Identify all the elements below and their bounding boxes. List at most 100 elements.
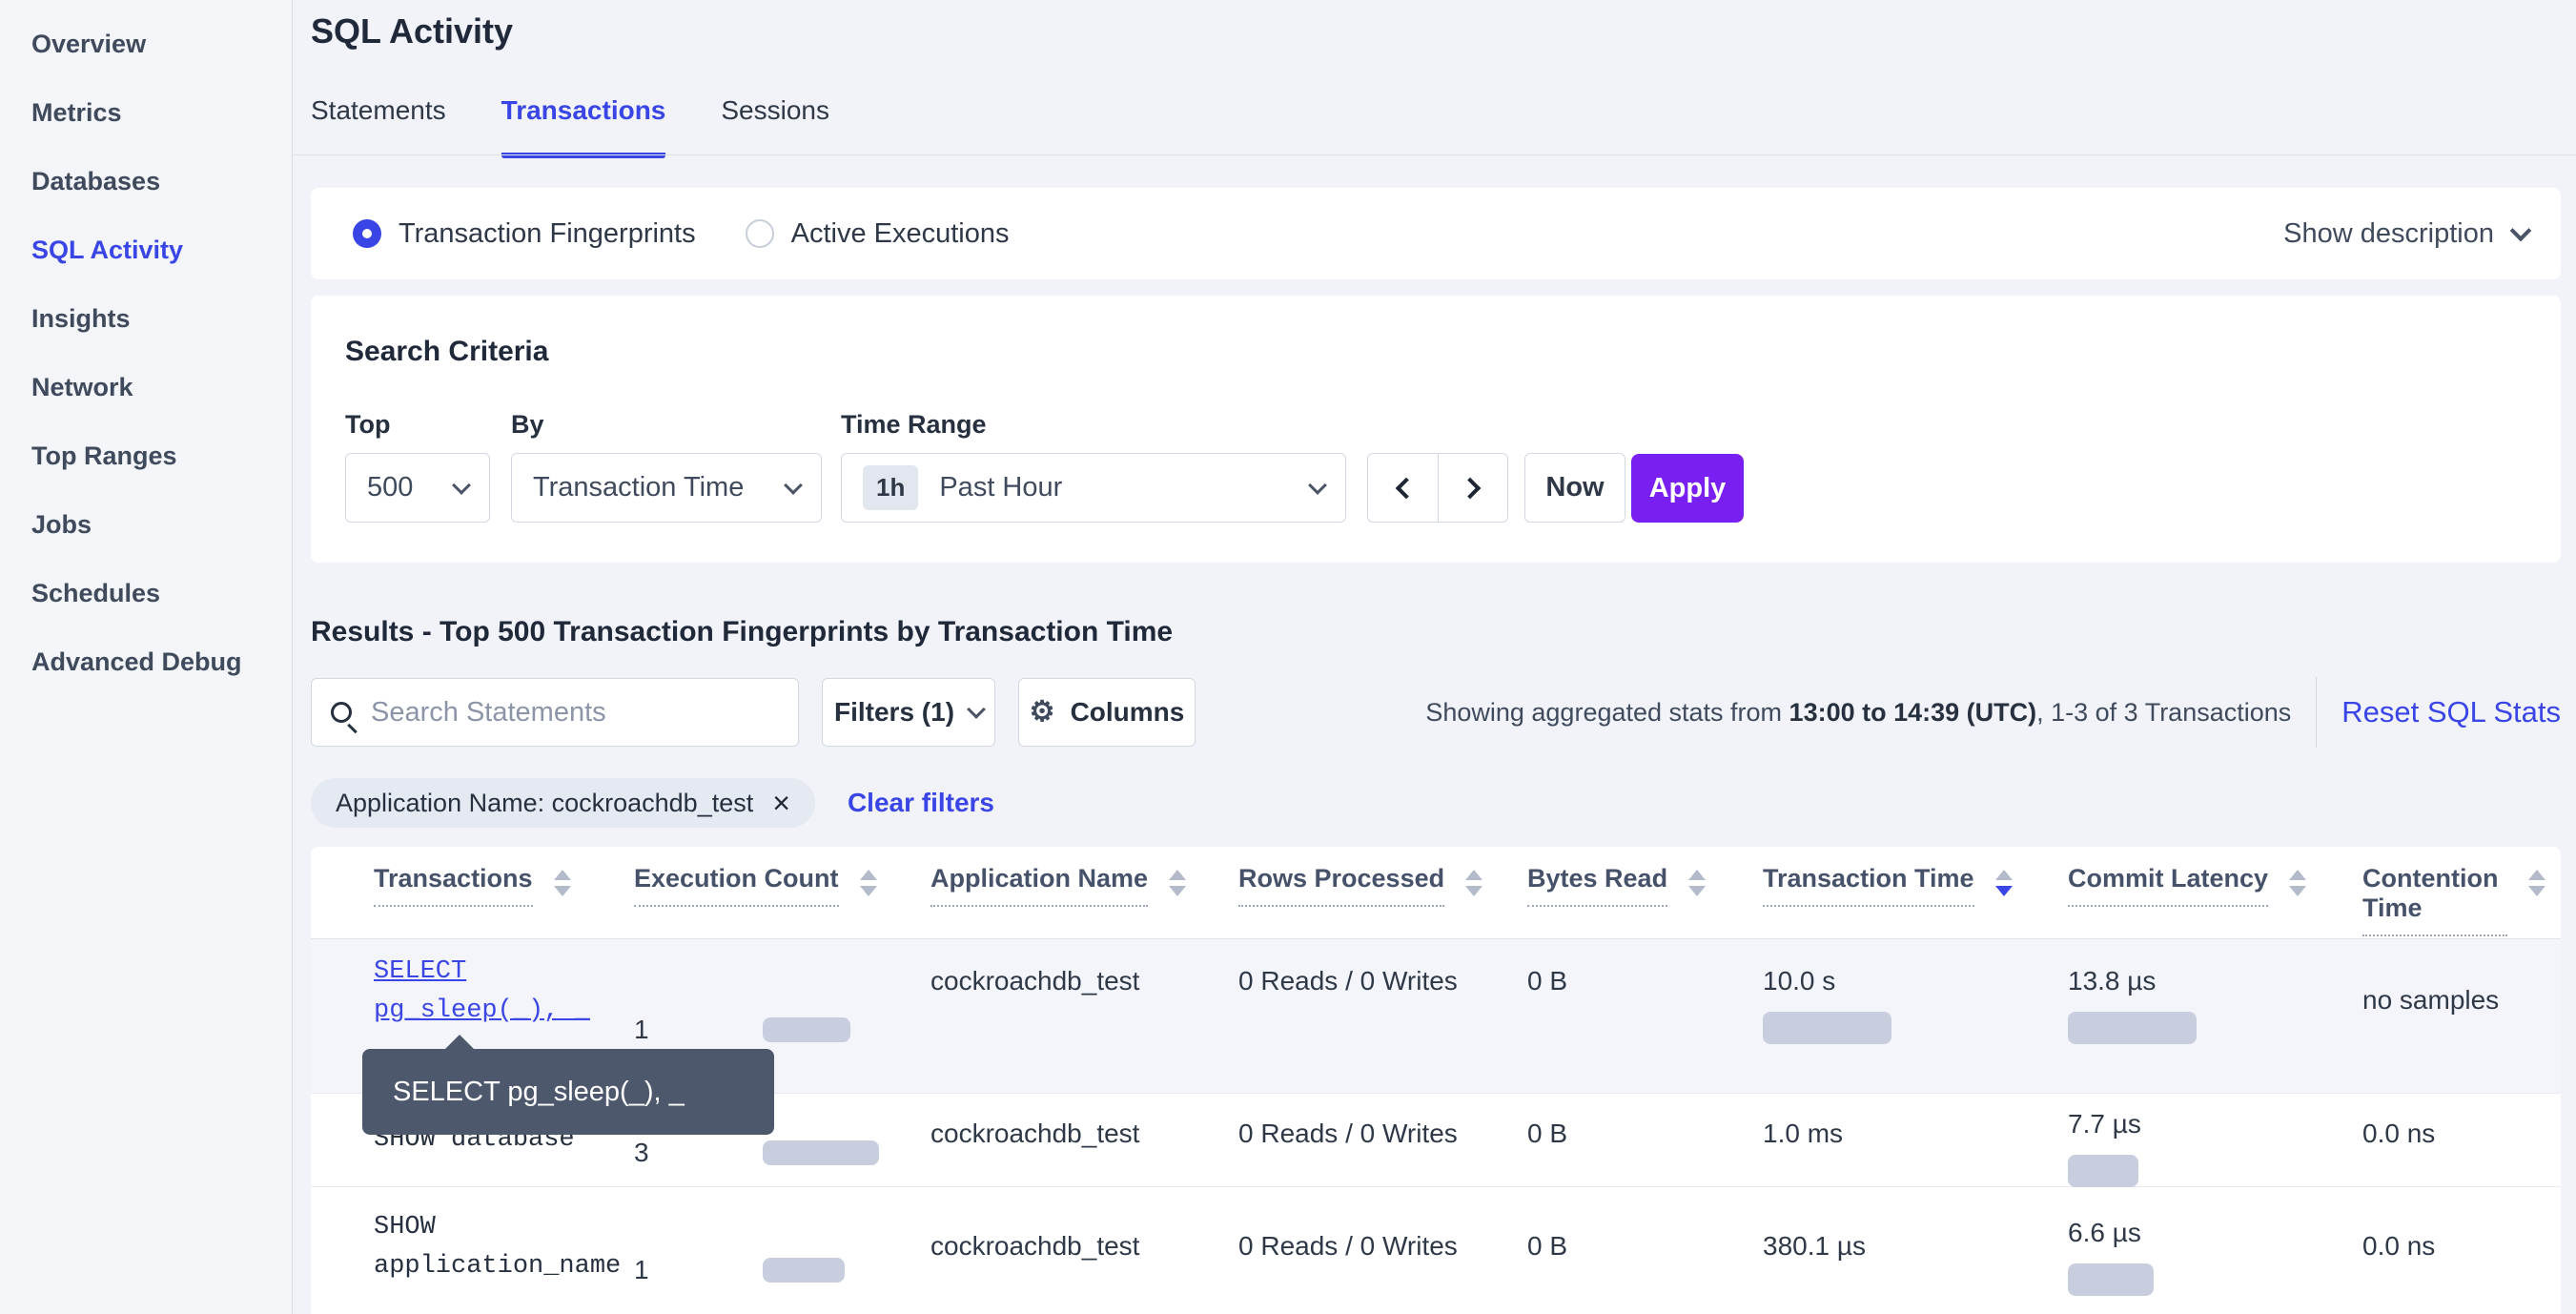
table-row: SHOW application_name 1 cockroachdb_test…: [311, 1187, 2561, 1309]
top-label: Top: [345, 410, 391, 439]
sidebar-item-insights[interactable]: Insights: [31, 303, 131, 333]
time-range-badge: 1h: [863, 465, 919, 510]
stats-time-range: 13:00 to 14:39 (UTC): [1789, 697, 2037, 727]
results-heading: Results - Top 500 Transaction Fingerprin…: [311, 616, 1174, 647]
sort-icons: [1169, 870, 1187, 896]
filters-label: Filters (1): [833, 697, 955, 727]
transaction-time-cell: 1.0 ms: [1763, 1119, 1844, 1148]
tab-divider: [293, 154, 2576, 155]
sidebar-item-advanced-debug[interactable]: Advanced Debug: [31, 647, 242, 676]
now-button[interactable]: Now: [1524, 453, 1625, 523]
tab-statements[interactable]: Statements: [311, 95, 446, 125]
by-label: By: [511, 410, 544, 439]
sidebar-item-top-ranges[interactable]: Top Ranges: [31, 441, 177, 470]
time-range-pager: [1367, 453, 1508, 523]
view-toggle-card: Transaction Fingerprints Active Executio…: [311, 188, 2561, 279]
sidebar-item-overview[interactable]: Overview: [31, 29, 147, 58]
filter-chip-application-name: Application Name: cockroachdb_test ×: [311, 778, 815, 828]
transaction-time-bar: [1763, 1012, 1891, 1044]
radio-transaction-fingerprints[interactable]: Transaction Fingerprints: [353, 218, 696, 250]
rows-processed-cell: 0 Reads / 0 Writes: [1238, 1231, 1458, 1261]
application-name-cell: cockroachdb_test: [930, 966, 1140, 996]
main-content: SQL Activity Statements Transactions Ses…: [293, 0, 2576, 1314]
tab-bar: Statements Transactions Sessions: [311, 95, 885, 158]
sidebar-item-jobs[interactable]: Jobs: [31, 509, 92, 539]
chevron-down-icon: [2509, 219, 2532, 242]
transaction-fingerprint-link[interactable]: SHOW application_name: [374, 1213, 622, 1281]
gear-icon: ⚙: [1029, 696, 1055, 728]
sidebar-item-sql-activity[interactable]: SQL Activity: [31, 235, 184, 264]
top-select[interactable]: 500: [345, 453, 490, 523]
chevron-down-icon: [1308, 475, 1327, 495]
column-header-contention-time[interactable]: Contention Time: [2362, 864, 2545, 938]
columns-button[interactable]: ⚙ Columns: [1018, 678, 1196, 747]
show-description-label: Show description: [2283, 217, 2494, 249]
column-header-transaction-time[interactable]: Transaction Time: [1763, 864, 2068, 938]
query-tooltip-text: SELECT pg_sleep(_), _: [393, 1076, 685, 1107]
page-title: SQL Activity: [311, 11, 514, 51]
top-select-value: 500: [367, 472, 414, 503]
column-header-execution-count[interactable]: Execution Count: [634, 864, 930, 938]
sidebar-item-network[interactable]: Network: [31, 372, 133, 401]
contention-time-cell: no samples: [2362, 985, 2500, 1015]
transaction-time-cell: 10.0 s: [1763, 939, 2068, 1093]
chevron-down-icon: [967, 700, 986, 719]
sort-icons-active-desc: [1994, 870, 2013, 896]
transaction-time-cell: 380.1 µs: [1763, 1231, 1866, 1261]
by-select-value: Transaction Time: [533, 472, 745, 503]
reset-sql-stats-link[interactable]: Reset SQL Stats: [2341, 695, 2561, 729]
sort-icons: [2528, 870, 2545, 896]
time-range-prev-button[interactable]: [1367, 453, 1438, 523]
application-name-cell: cockroachdb_test: [930, 1119, 1140, 1148]
column-header-transactions[interactable]: Transactions: [374, 864, 634, 938]
sort-icons: [859, 870, 877, 896]
execution-count-bar: [763, 1016, 850, 1042]
radio-label: Active Executions: [790, 217, 1010, 249]
chip-close-icon[interactable]: ×: [772, 786, 790, 820]
show-description-toggle[interactable]: Show description: [2283, 217, 2532, 250]
chevron-down-icon: [452, 475, 471, 495]
search-input[interactable]: [371, 696, 779, 729]
search-criteria-card: Search Criteria Top 500 By Transaction T…: [311, 296, 2561, 563]
radio-selected-icon: [353, 219, 381, 248]
filters-button[interactable]: Filters (1): [822, 678, 995, 747]
execution-count-bar: [763, 1258, 845, 1283]
sidebar-item-schedules[interactable]: Schedules: [31, 578, 161, 607]
rows-processed-cell: 0 Reads / 0 Writes: [1238, 1119, 1458, 1148]
bytes-read-cell: 0 B: [1527, 1119, 1568, 1148]
by-select[interactable]: Transaction Time: [511, 453, 822, 523]
search-criteria-title: Search Criteria: [345, 336, 549, 367]
chevron-left-icon: [1395, 477, 1417, 499]
execution-count-cell: 1: [634, 939, 930, 1093]
vertical-divider: [2316, 677, 2318, 748]
column-header-bytes-read[interactable]: Bytes Read: [1527, 864, 1763, 938]
commit-latency-bar: [2068, 1263, 2154, 1296]
commit-latency-cell: 6.6 µs: [2068, 1187, 2362, 1309]
filter-chip-label: Application Name: cockroachdb_test: [336, 788, 754, 817]
commit-latency-bar: [2068, 1155, 2138, 1187]
tab-sessions[interactable]: Sessions: [721, 95, 829, 125]
time-range-next-button[interactable]: [1438, 453, 1508, 523]
clear-filters-link[interactable]: Clear filters: [847, 788, 995, 817]
column-header-rows-processed[interactable]: Rows Processed: [1238, 864, 1527, 938]
aggregated-stats-text: Showing aggregated stats from 13:00 to 1…: [1425, 697, 2292, 727]
sort-icons: [2289, 870, 2307, 896]
chevron-right-icon: [1459, 477, 1482, 499]
tab-transactions[interactable]: Transactions: [501, 95, 666, 158]
radio-active-executions[interactable]: Active Executions: [745, 217, 1010, 250]
search-statements-box: [311, 678, 799, 747]
sidebar-item-databases[interactable]: Databases: [31, 166, 161, 195]
sidebar-item-metrics[interactable]: Metrics: [31, 97, 122, 127]
radio-label: Transaction Fingerprints: [399, 217, 696, 249]
apply-button[interactable]: Apply: [1631, 454, 1744, 523]
time-range-select[interactable]: 1h Past Hour: [841, 453, 1346, 523]
application-name-cell: cockroachdb_test: [930, 1231, 1140, 1261]
column-header-commit-latency[interactable]: Commit Latency: [2068, 864, 2362, 938]
transaction-fingerprint-link[interactable]: SELECT pg_sleep(_), _: [374, 957, 590, 1025]
contention-time-cell: 0.0 ns: [2362, 1231, 2436, 1261]
radio-unselected-icon: [745, 219, 774, 248]
contention-time-cell: 0.0 ns: [2362, 1119, 2436, 1148]
commit-latency-cell: 7.7 µs: [2068, 1094, 2362, 1187]
column-header-application-name[interactable]: Application Name: [930, 864, 1238, 938]
time-range-label: Time Range: [841, 410, 987, 439]
